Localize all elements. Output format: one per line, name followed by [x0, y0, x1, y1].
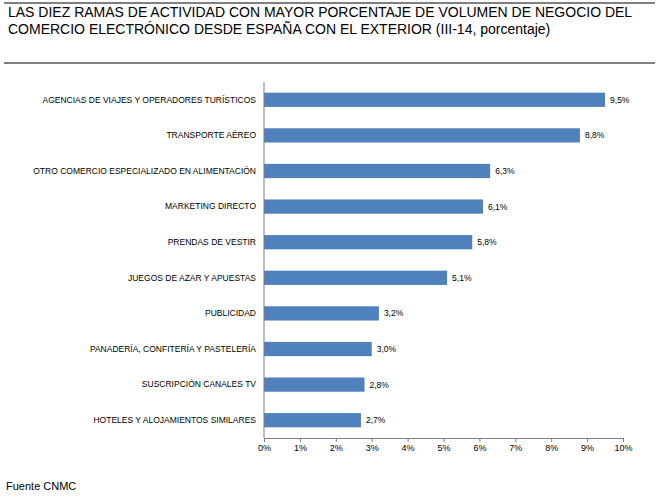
data-label: 3,2% [384, 308, 404, 318]
category-label: PUBLICIDAD [205, 308, 256, 318]
y-tick: AGENCIAS DE VIAJES Y OPERADORES TURÍSTIC… [42, 95, 256, 105]
bar [264, 93, 605, 107]
x-tick: 6% [473, 438, 486, 453]
x-tick-label: 2% [330, 443, 343, 453]
x-tick-label: 10% [614, 443, 632, 453]
x-tick-mark [336, 438, 337, 442]
category-label: PRENDAS DE VESTIR [168, 237, 256, 247]
bar [264, 413, 361, 427]
category-label: SUSCRIPCIÓN CANALES TV [142, 379, 256, 389]
x-tick: 2% [330, 438, 343, 453]
x-axis: 0% 1% 2% 3% 4% 5% 6% 7% 8% 9% 10% [258, 438, 633, 453]
x-tick: 10% [614, 438, 632, 453]
y-tick: PRENDAS DE VESTIR [168, 237, 256, 247]
bar [264, 164, 490, 178]
bar [264, 271, 447, 285]
data-labels: 9,5% 8,8% 6,3% 6,1% 5,8% 5,1% 3,2% 3,0% 2,8% 2,7% [366, 95, 630, 425]
bar [264, 235, 472, 249]
bars [264, 93, 605, 428]
x-tick-mark [479, 438, 480, 442]
y-axis: AGENCIAS DE VIAJES Y OPERADORES TURÍSTIC… [33, 82, 264, 438]
chart: LAS DIEZ RAMAS DE ACTIVIDAD CON MAYOR PO… [0, 0, 659, 502]
x-tick-mark [372, 438, 373, 442]
x-tick: 3% [366, 438, 379, 453]
data-label: 8,8% [585, 130, 605, 140]
y-tick: PUBLICIDAD [205, 308, 256, 318]
x-tick-label: 5% [437, 443, 450, 453]
x-tick-mark [444, 438, 445, 442]
bar [264, 128, 580, 142]
x-axis-line [265, 439, 624, 443]
x-tick-label: 7% [509, 443, 522, 453]
y-tick: SUSCRIPCIÓN CANALES TV [142, 379, 256, 389]
x-tick-mark [587, 438, 588, 442]
bar [264, 306, 379, 320]
x-tick: 8% [545, 438, 558, 453]
category-label: MARKETING DIRECTO [165, 201, 256, 211]
category-label: HOTELES Y ALOJAMIENTOS SIMILARES [93, 415, 256, 425]
data-label: 5,1% [452, 273, 472, 283]
data-label: 6,3% [495, 166, 515, 176]
title-rule-bottom [4, 63, 655, 64]
x-tick-label: 6% [473, 443, 486, 453]
y-tick: TRANSPORTE AÉREO [166, 130, 256, 140]
x-tick: 1% [294, 438, 307, 453]
source: Fuente CNMC [6, 480, 76, 492]
x-tick-mark [515, 438, 516, 442]
y-tick: MARKETING DIRECTO [165, 201, 256, 211]
x-tick-mark [551, 438, 552, 442]
x-tick: 9% [581, 438, 594, 453]
category-label: PANADERÍA, CONFITERÍA Y PASTELERÍA [90, 344, 256, 354]
bar [264, 199, 483, 213]
x-tick-mark [300, 438, 301, 442]
data-label: 9,5% [610, 95, 630, 105]
y-tick: OTRO COMERCIO ESPECIALIZADO EN ALIMENTAC… [33, 166, 256, 176]
x-tick: 7% [509, 438, 522, 453]
x-tick-label: 0% [258, 443, 271, 453]
x-tick-label: 9% [581, 443, 594, 453]
data-label: 2,7% [366, 415, 386, 425]
y-axis-line [264, 82, 265, 438]
x-tick: 4% [402, 438, 415, 453]
category-label: JUEGOS DE AZAR Y APUESTAS [128, 273, 256, 283]
x-tick-mark [264, 438, 265, 442]
x-tick-label: 4% [402, 443, 415, 453]
y-tick: HOTELES Y ALOJAMIENTOS SIMILARES [93, 415, 256, 425]
title: LAS DIEZ RAMAS DE ACTIVIDAD CON MAYOR PO… [8, 4, 632, 37]
x-tick-label: 8% [545, 443, 558, 453]
data-label: 6,1% [488, 202, 508, 212]
data-label: 3,0% [377, 344, 397, 354]
y-tick: JUEGOS DE AZAR Y APUESTAS [128, 273, 256, 283]
x-tick: 0% [258, 438, 271, 453]
category-label: TRANSPORTE AÉREO [166, 130, 256, 140]
x-tick-mark [623, 438, 624, 442]
data-label: 2,8% [370, 380, 390, 390]
x-tick-label: 1% [294, 443, 307, 453]
x-tick-mark [408, 438, 409, 442]
bar [264, 342, 372, 356]
y-tick: PANADERÍA, CONFITERÍA Y PASTELERÍA [90, 344, 256, 354]
bar [264, 377, 365, 391]
category-label: AGENCIAS DE VIAJES Y OPERADORES TURÍSTIC… [42, 95, 256, 105]
data-label: 5,8% [477, 237, 497, 247]
x-tick-label: 3% [366, 443, 379, 453]
category-label: OTRO COMERCIO ESPECIALIZADO EN ALIMENTAC… [33, 166, 256, 176]
x-tick: 5% [437, 438, 450, 453]
